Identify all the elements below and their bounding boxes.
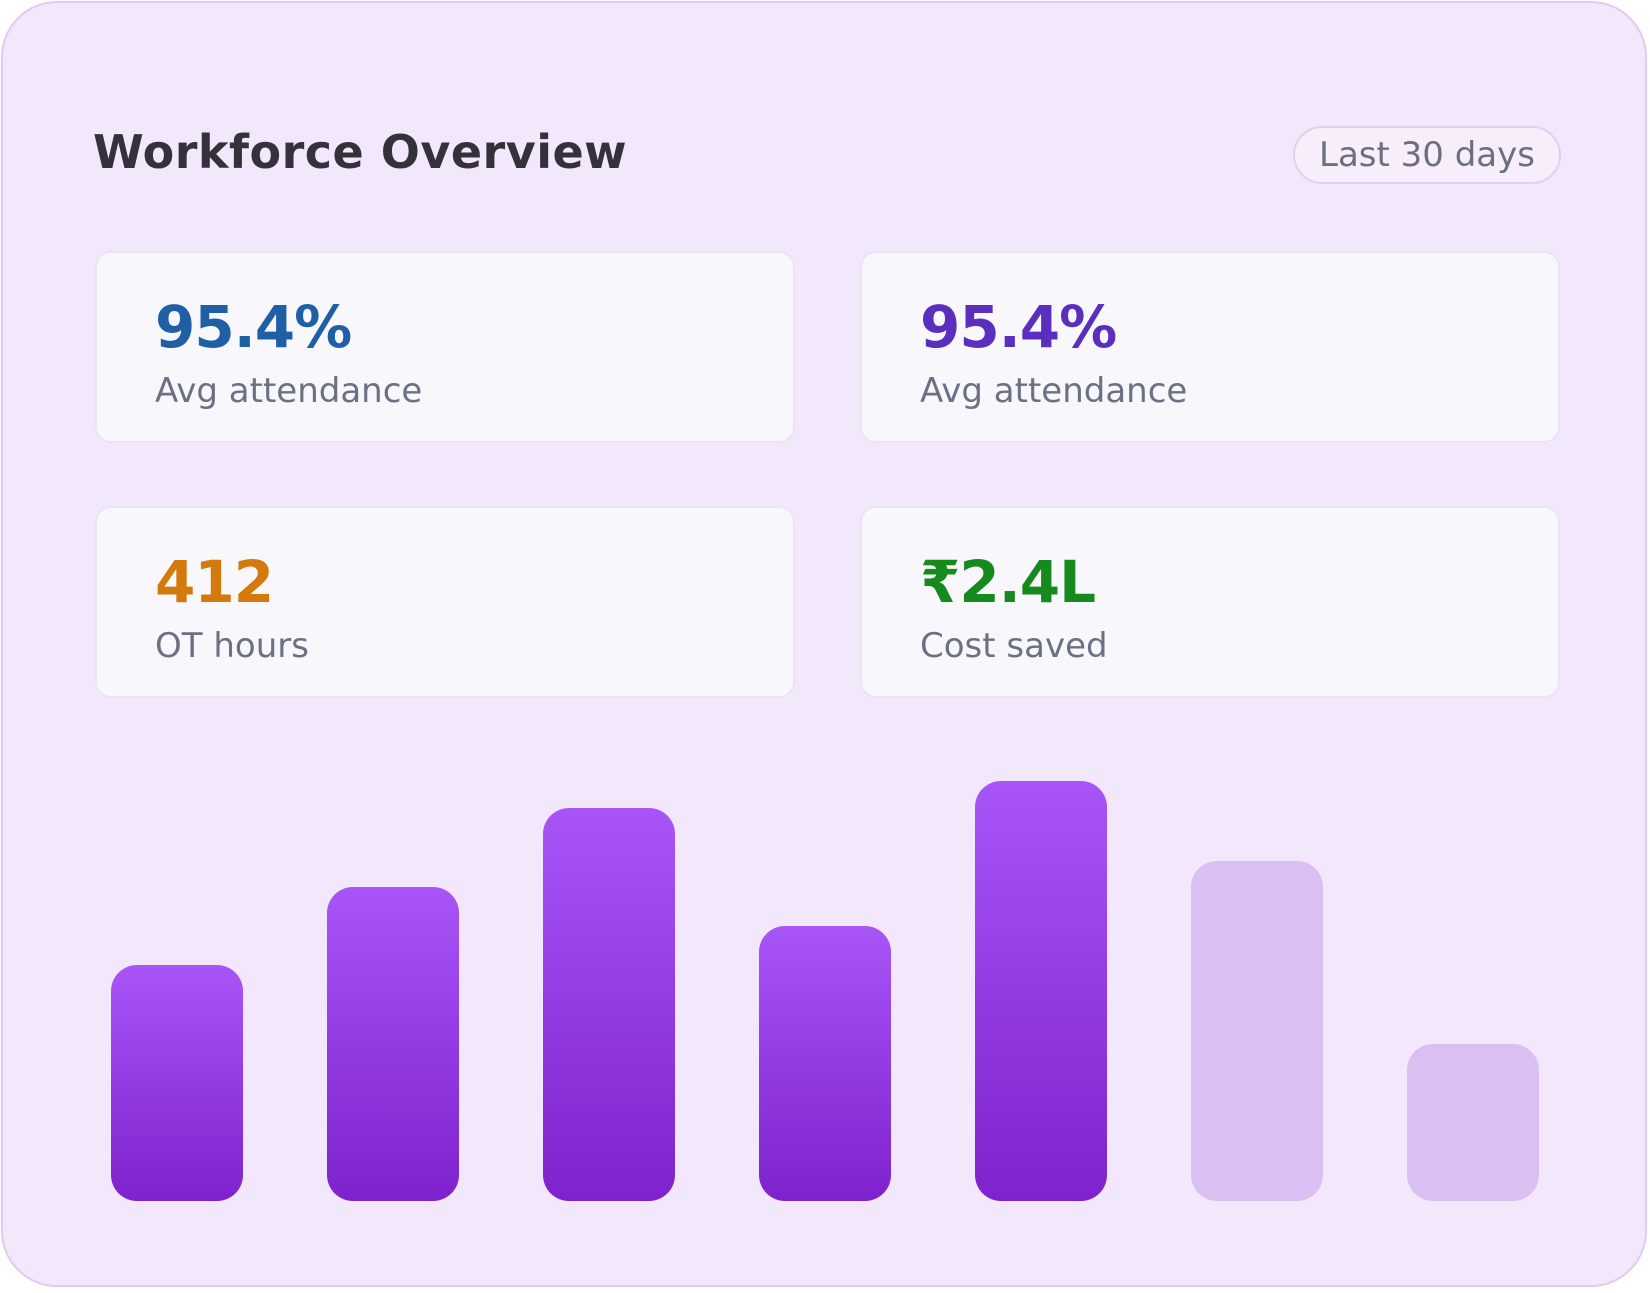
stat-value: 95.4% [920, 293, 1116, 361]
stat-card-attendance-secondary: 95.4% Avg attendance [860, 251, 1560, 443]
chart-bar [975, 781, 1107, 1201]
chart-bar [543, 808, 675, 1201]
stat-card-cost-saved: ₹2.4L Cost saved [860, 506, 1560, 698]
chart-bar [327, 887, 459, 1201]
stat-label: Cost saved [920, 626, 1108, 666]
chart-bar [111, 965, 243, 1201]
card-title: Workforce Overview [93, 125, 627, 179]
stat-value: ₹2.4L [920, 548, 1095, 616]
stat-label: OT hours [155, 626, 309, 666]
chart-bar [759, 926, 891, 1201]
stat-label: Avg attendance [155, 371, 422, 411]
stat-card-ot-hours: 412 OT hours [95, 506, 795, 698]
stat-card-attendance: 95.4% Avg attendance [95, 251, 795, 443]
chart-bar [1407, 1044, 1539, 1201]
stat-label: Avg attendance [920, 371, 1187, 411]
date-range-pill[interactable]: Last 30 days [1293, 126, 1561, 184]
chart-bar [1191, 861, 1323, 1201]
stat-value: 95.4% [155, 293, 351, 361]
stat-value: 412 [155, 548, 273, 616]
